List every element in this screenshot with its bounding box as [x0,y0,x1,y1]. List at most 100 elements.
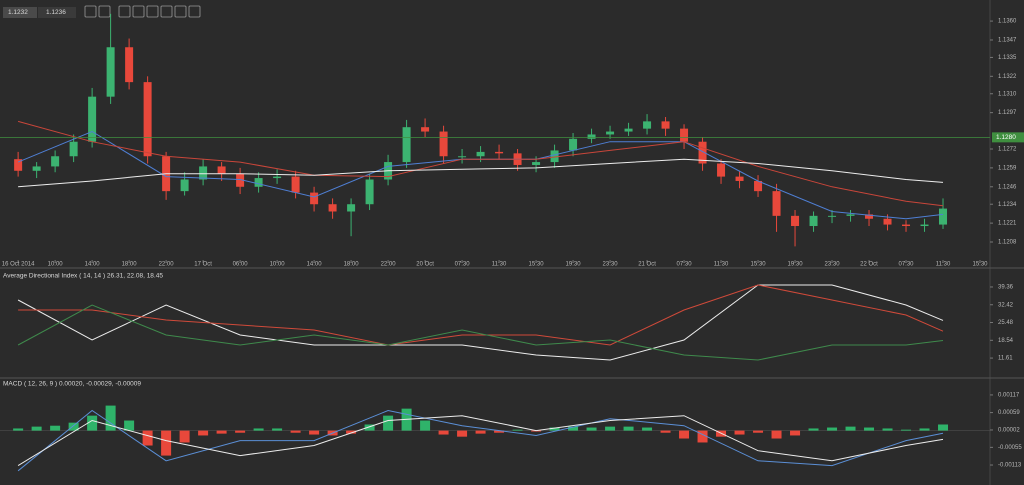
x-tick-label: 11:30 [492,262,507,268]
candle-body [291,176,300,193]
x-tick-label: 16 Oct 2014 [2,262,35,268]
candle-body [643,121,652,129]
histogram-bar [420,420,431,431]
histogram-bar [346,430,357,434]
candle-body [199,166,208,180]
quote-box: 1.1232 1.1236 [3,7,76,18]
histogram-bar [568,426,579,431]
bid-box [3,7,37,18]
candle-body [939,208,948,225]
indicator-line [17,304,944,361]
histogram-bar [31,426,42,431]
histogram-bar [512,429,523,431]
histogram-bar [882,428,893,431]
y-tick-label: 32.42 [998,302,1014,308]
histogram-bar [290,430,301,433]
x-tick-label: 15:30 [973,262,989,268]
screenshot-button[interactable] [174,5,187,18]
x-tick-label: 19:30 [788,262,804,268]
histogram-bar [660,430,671,433]
indicator-line [17,415,944,467]
y-tick-label: 1.1322 [998,74,1017,80]
histogram-bar [586,427,597,431]
histogram-bar [216,430,227,434]
histogram-bar [623,426,634,431]
y-tick-label: 1.1310 [998,91,1017,97]
y-tick-label: 11.61 [998,356,1013,362]
histogram-bar [142,430,153,446]
candle-body [883,218,892,225]
x-tick-label: 15:30 [751,262,767,268]
candle-body [920,224,929,227]
histogram-bar [919,428,930,431]
zoom-in-button[interactable] [98,5,111,18]
histogram-bar [864,427,875,431]
chart-type-button[interactable] [118,5,131,18]
candle-body [143,82,152,157]
x-tick-label: 20 Oct [416,262,434,268]
y-tick-label: -0.00113 [998,463,1022,469]
histogram-bar [549,427,560,431]
y-tick-label: 1.1208 [998,240,1017,246]
histogram-bar [383,415,394,431]
candle-body [14,159,23,171]
histogram-bar [364,424,375,431]
x-tick-label: 22 Oct [860,262,878,268]
candle-body [458,156,467,158]
price-label-box [992,132,1024,143]
x-tick-label: 10:00 [270,262,286,268]
candle-body [365,179,374,205]
toolbar [84,5,201,18]
candle-body [828,215,837,217]
candle-body [421,127,430,132]
histogram-bar [475,430,486,434]
histogram-bar [198,430,209,436]
candle-body [180,179,189,192]
indicators-button[interactable] [132,5,145,18]
draw-button[interactable] [146,5,159,18]
x-tick-label: 18:00 [344,262,360,268]
settings-button[interactable] [188,5,201,18]
x-tick-label: 07:30 [677,262,693,268]
candle-body [273,176,282,179]
histogram-bar [790,430,801,436]
histogram-bar [50,425,61,431]
histogram-bar [457,430,468,437]
x-tick-label: 18:00 [122,262,138,268]
x-tick-label: 15:30 [529,262,545,268]
histogram-bar [87,415,98,431]
candle-body [661,121,670,129]
x-tick-label: 23:30 [603,262,619,268]
candle-body [495,151,504,154]
price-label: 1.1280 [996,134,1016,141]
x-tick-label: 14:00 [307,262,323,268]
candle-body [587,134,596,139]
histogram-bar [272,428,283,431]
candle-body [809,215,818,227]
candle-body [217,166,226,174]
x-tick-label: 06:00 [233,262,249,268]
y-tick-label: 1.1234 [998,202,1017,208]
y-tick-label: 1.1335 [998,55,1017,61]
candle-body [606,131,615,135]
candle-body [402,127,411,163]
candle-body [902,224,911,227]
candle-body [550,150,559,163]
histogram-bar [179,430,190,443]
histogram-bar [605,426,616,431]
candle-body [680,128,689,142]
histogram-bar [771,430,782,439]
histogram-bar [938,424,949,431]
histogram-bar [808,428,819,431]
candle-body [125,47,134,83]
y-tick-label: 1.1297 [998,110,1017,116]
x-tick-label: 07:30 [455,262,471,268]
y-tick-label: 18.54 [998,338,1014,344]
zoom-out-button[interactable] [84,5,97,18]
y-tick-label: 25.48 [998,320,1014,326]
y-tick-label: 1.1360 [998,19,1017,25]
x-tick-label: 22:00 [159,262,175,268]
text-button[interactable] [160,5,173,18]
